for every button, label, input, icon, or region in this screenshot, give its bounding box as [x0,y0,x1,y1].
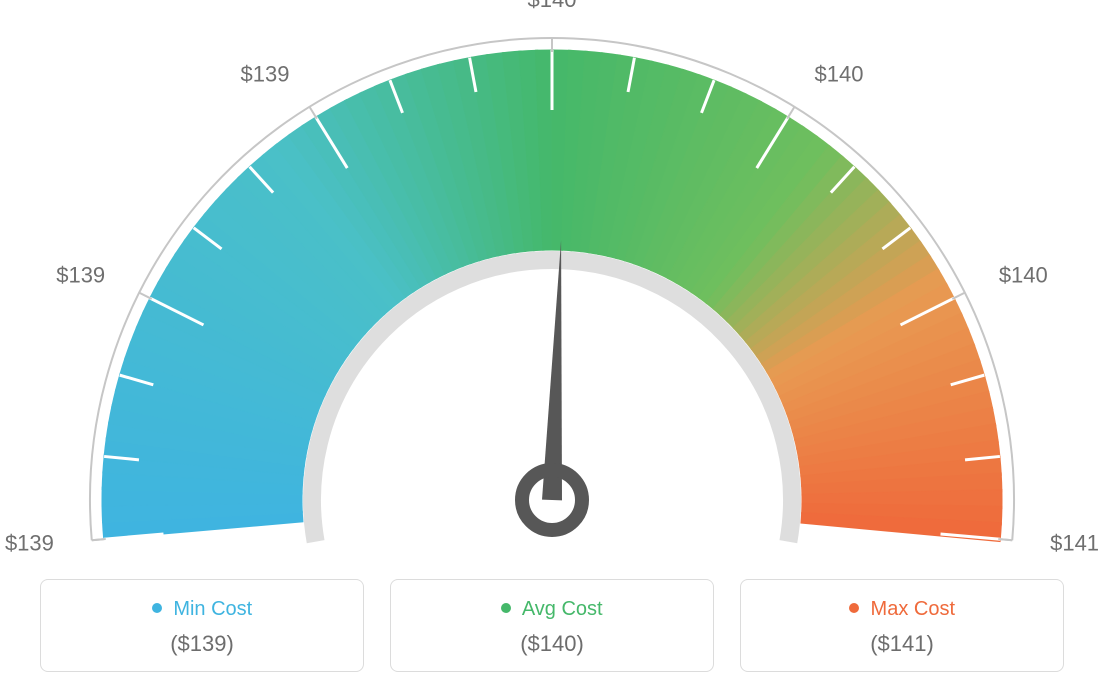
svg-text:$140: $140 [999,263,1048,288]
gauge-svg: $139 $139 $139 $140 $140 $140 $141 [0,0,1104,560]
legend-value-max: ($141) [751,631,1053,657]
legend-label-avg: Avg Cost [522,598,603,620]
dot-avg-icon [501,603,511,613]
gauge-chart: $139 $139 $139 $140 $140 $140 $141 [0,0,1104,560]
dot-min-icon [152,603,162,613]
legend-label-max: Max Cost [871,598,955,620]
svg-text:$140: $140 [528,0,577,12]
legend-title-max: Max Cost [751,598,1053,621]
legend-title-min: Min Cost [51,598,353,621]
legend-label-min: Min Cost [173,598,252,620]
svg-text:$139: $139 [56,263,105,288]
svg-text:$139: $139 [5,531,54,556]
legend-value-avg: ($140) [401,631,703,657]
svg-text:$139: $139 [241,61,290,86]
legend-title-avg: Avg Cost [401,598,703,621]
dot-max-icon [849,603,859,613]
legend-row: Min Cost ($139) Avg Cost ($140) Max Cost… [40,579,1064,672]
legend-card-avg: Avg Cost ($140) [390,579,714,672]
legend-value-min: ($139) [51,631,353,657]
legend-card-max: Max Cost ($141) [740,579,1064,672]
legend-card-min: Min Cost ($139) [40,579,364,672]
svg-text:$140: $140 [814,61,863,86]
svg-text:$141: $141 [1050,531,1099,556]
